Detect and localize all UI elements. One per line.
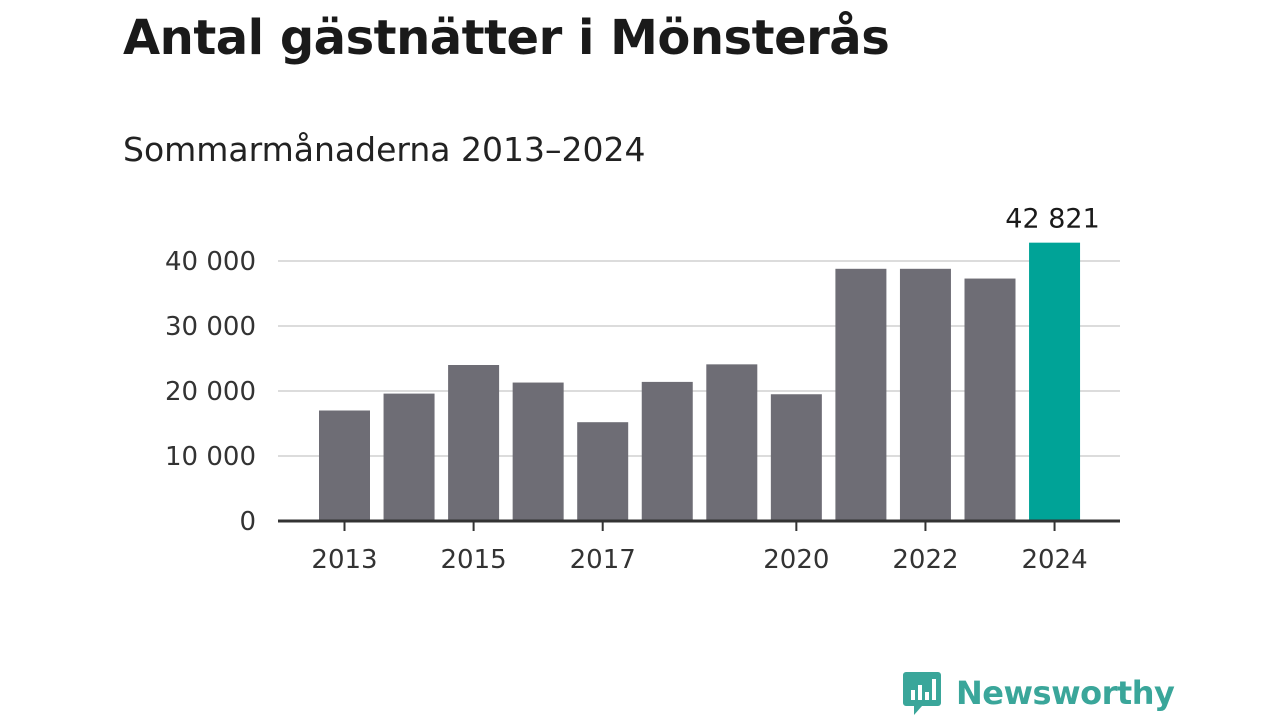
bar-2020 [770,394,822,521]
data-labels: 42 821 [1005,204,1099,235]
bars [319,242,1081,521]
y-tick-label: 40 000 [165,247,256,277]
bar-2024 [1029,242,1081,521]
y-tick-labels: 0 10 000 20 000 30 000 40 000 [165,247,256,537]
brand-name: Newsworthy [956,674,1175,712]
y-tick-label: 30 000 [165,312,256,342]
y-tick-label: 20 000 [165,377,256,407]
x-tick-label: 2013 [311,545,377,575]
bar-2023 [964,278,1016,521]
x-tick-labels: 2013 2015 2017 2020 2022 2024 [311,521,1088,575]
bar-2021 [835,268,887,521]
x-tick-label: 2020 [763,545,829,575]
x-tick-label: 2017 [570,545,636,575]
bar-2015 [448,365,500,521]
x-tick-label: 2015 [441,545,507,575]
y-tick-label: 0 [239,507,256,537]
newsworthy-logo-icon [903,672,941,715]
chart-subtitle: Sommarmånaderna 2013–2024 [123,130,646,169]
bar-2017 [577,422,629,521]
data-label: 42 821 [1005,204,1099,235]
y-tick-label: 10 000 [165,442,256,472]
bar-2019 [706,364,758,521]
newsworthy-logo: Newsworthy [902,670,1175,716]
x-tick-label: 2022 [892,545,958,575]
bar-2022 [899,268,951,521]
bar-2018 [641,381,693,521]
bar-2013 [319,410,370,521]
x-tick-label: 2024 [1021,545,1087,575]
bar-2014 [383,393,435,521]
bar-2016 [512,382,564,521]
chart-title: Antal gästnätter i Mönsterås [123,10,890,66]
